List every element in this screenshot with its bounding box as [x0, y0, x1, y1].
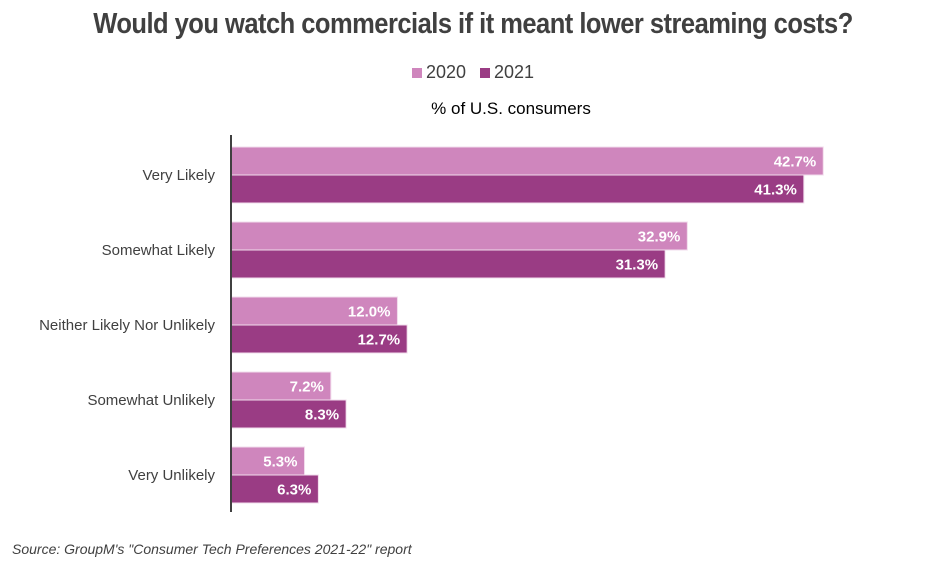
- category-label-very-likely: Very Likely: [142, 167, 215, 184]
- data-label-2021-very-unlikely: 6.3%: [277, 482, 311, 499]
- data-label-2021-somewhat-likely: 31.3%: [616, 257, 659, 274]
- legend-swatch-2020: [411, 67, 422, 78]
- data-label-2021-very-likely: 41.3%: [754, 182, 797, 199]
- category-label-somewhat-likely: Somewhat Likely: [102, 242, 216, 259]
- bar-2021-neither-likely-nor-unlikely: [230, 324, 408, 354]
- category-label-somewhat-unlikely: Somewhat Unlikely: [87, 392, 215, 409]
- legend: 2020 2021: [0, 62, 946, 83]
- bar-2021-somewhat-likely: [230, 249, 666, 279]
- bar-2020-somewhat-likely: [230, 221, 688, 251]
- legend-swatch-2021: [480, 67, 490, 78]
- data-label-2020-very-likely: 42.7%: [774, 154, 817, 171]
- data-label-2020-very-unlikely: 5.3%: [263, 454, 297, 471]
- bar-2020-very-likely: [230, 146, 824, 176]
- legend-item-2020: 2020: [411, 62, 466, 83]
- data-label-2021-neither-likely-nor-unlikely: 12.7%: [358, 332, 401, 349]
- legend-label-2020: 2020: [425, 62, 466, 82]
- legend-label-2021: 2021: [494, 62, 535, 82]
- data-label-2020-somewhat-likely: 32.9%: [638, 229, 681, 246]
- bar-2020-neither-likely-nor-unlikely: [230, 296, 398, 326]
- chart-subtitle: % of U.S. consumers: [431, 99, 591, 118]
- category-label-neither-likely-nor-unlikely: Neither Likely Nor Unlikely: [39, 317, 215, 334]
- chart-title: Would you watch commercials if it meant …: [93, 8, 853, 40]
- category-label-very-unlikely: Very Unlikely: [128, 467, 215, 484]
- data-label-2020-neither-likely-nor-unlikely: 12.0%: [348, 304, 391, 321]
- legend-item-2021: 2021: [480, 62, 534, 83]
- source-note: Source: GroupM's "Consumer Tech Preferen…: [12, 541, 412, 557]
- bar-2021-very-likely: [230, 174, 805, 204]
- data-label-2021-somewhat-unlikely: 8.3%: [305, 407, 339, 424]
- data-label-2020-somewhat-unlikely: 7.2%: [290, 379, 324, 396]
